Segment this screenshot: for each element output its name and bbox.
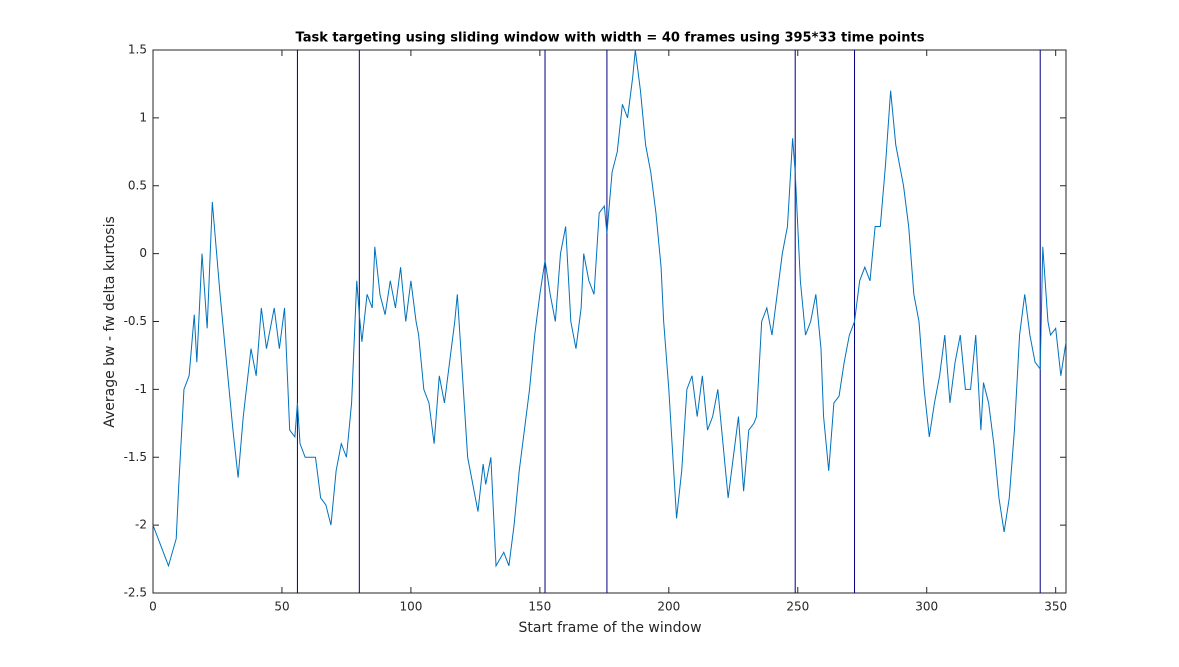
x-tick-label: 350: [1044, 600, 1067, 614]
plot-area: [152, 49, 1067, 594]
y-tick-label: -0.5: [124, 314, 147, 328]
x-axis-label: Start frame of the window: [518, 620, 701, 636]
x-tick-label: 0: [149, 600, 157, 614]
y-axis-label: Average bw - fw delta kurtosis: [102, 216, 118, 428]
chart-title: Task targeting using sliding window with…: [296, 31, 925, 46]
x-tick-label: 50: [274, 600, 289, 614]
y-tick-label: 1: [139, 110, 147, 124]
y-tick-label: -1: [135, 382, 147, 396]
x-tick-label: 200: [657, 600, 680, 614]
y-tick-label: -2.5: [124, 586, 147, 600]
x-tick-label: 100: [399, 600, 422, 614]
y-tick-label: 1.5: [128, 43, 147, 57]
x-tick-label: 250: [786, 600, 809, 614]
y-tick-label: 0.5: [128, 178, 147, 192]
y-tick-label: -2: [135, 518, 147, 532]
x-tick-label: 300: [915, 600, 938, 614]
y-tick-label: -1.5: [124, 450, 147, 464]
data-line: [152, 49, 1067, 568]
x-tick-label: 150: [528, 600, 551, 614]
y-tick-label: 0: [139, 246, 147, 260]
